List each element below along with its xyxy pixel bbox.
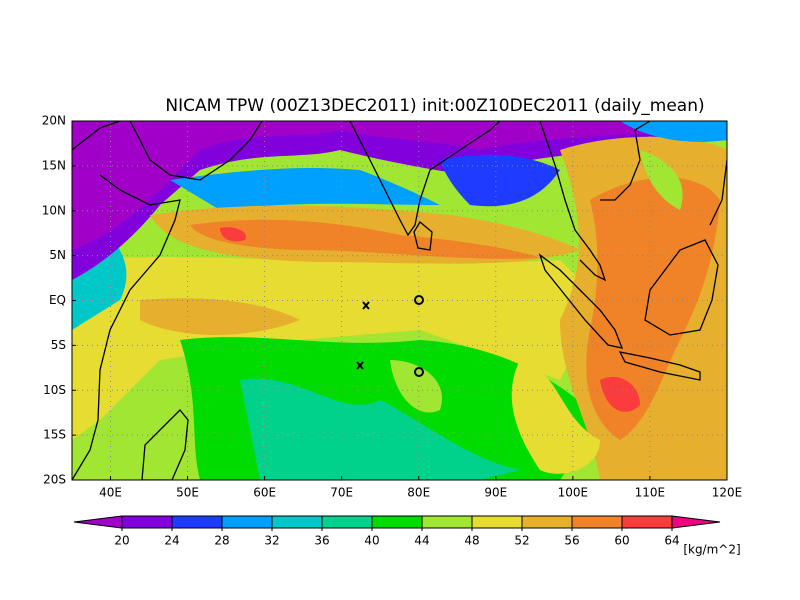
lat-tick-label: 20N [42,114,66,128]
lon-tick-label: 70E [330,486,353,500]
lat-tick-label: 20S [43,473,66,487]
srilanka-coast [413,221,433,251]
grid [72,121,728,480]
india-coast [349,121,501,237]
o-marker [414,367,424,377]
contour-region [220,227,246,242]
lon-tick-label: 120E [712,486,743,500]
coastlines [72,121,727,480]
colorbar-segment [271,515,323,529]
arabia-coast [72,121,263,181]
lon-tick-label: 60E [253,486,276,500]
lat-tick-label: 10S [43,383,66,397]
tpw-field [72,121,727,480]
colorbar-segment [521,515,573,529]
colorbar-label: 56 [564,534,579,548]
colorbar-label: 32 [264,534,279,548]
lat-tick-label: 15S [43,428,66,442]
colorbar-label: 52 [514,534,529,548]
lat-tick-label: 15N [42,158,66,172]
lon-tick-label: 80E [407,486,430,500]
contour-region [140,298,300,335]
x-marker [356,361,364,370]
colorbar-label: 60 [614,534,629,548]
lat-tick-label: 10N [42,203,66,217]
colorbar-segment [571,515,623,529]
colorbar: 20 24 28 32 36 40 44 48 52 56 60 64 [73,515,721,548]
colorbar-label: 24 [164,534,179,548]
sumatra-coast [538,253,624,349]
contour-region [240,378,520,480]
contour-region [440,154,560,207]
colorbar-triangle-high [671,515,721,529]
contour-region [390,360,442,413]
contour-region [72,121,727,280]
contour-region [190,219,540,259]
colorbar-segment [421,515,473,529]
philippines-coast [709,159,727,226]
contour-region [170,168,440,210]
indochina-coast [539,121,651,282]
borneo-coast [644,239,719,336]
lat-tick-label: EQ [49,293,66,307]
title: NICAM TPW (00Z13DEC2011) init:00Z10DEC20… [165,96,704,116]
colorbar-label: 20 [114,534,129,548]
colorbar-segment [621,515,673,529]
colorbar-segment [321,515,373,529]
contour-region [511,360,600,474]
lon-tick-label: 100E [558,486,589,500]
contour-region [600,376,640,412]
colorbar-label: 36 [314,534,329,548]
lon-tick-label: 110E [635,486,666,500]
colorbar-label: 48 [464,534,479,548]
colorbar-segment [121,515,173,529]
colorbar-segment [221,515,273,529]
colorbar-segment [371,515,423,529]
lat-tick-label: 5S [51,338,66,352]
x-marker [362,301,370,310]
colorbar-label: 44 [414,534,429,548]
madagascar-coast [141,409,189,480]
colorbar-label: 64 [664,534,679,548]
lon-tick-label: 40E [99,486,122,500]
colorbar-unit: [kg/m^2] [683,543,740,557]
axis-ticks: 40E 50E 60E 70E 80E 90E 100E 110E 120E 20N 15N 10N 5… [42,114,742,500]
colorbar-label: 40 [364,534,379,548]
contour-region [586,177,720,440]
markers [356,295,424,377]
lon-tick-label: 50E [176,486,199,500]
java-coast [618,351,701,381]
lon-tick-label: 90E [484,486,507,500]
colorbar-label: 28 [214,534,229,548]
contour-region [620,121,727,142]
colorbar-segment [171,515,223,529]
colorbar-segment [471,515,523,529]
o-marker [414,295,424,305]
contour-region [640,150,683,210]
lat-tick-label: 5N [49,248,66,262]
colorbar-triangle-low [73,515,123,529]
africa-coast [72,174,181,480]
